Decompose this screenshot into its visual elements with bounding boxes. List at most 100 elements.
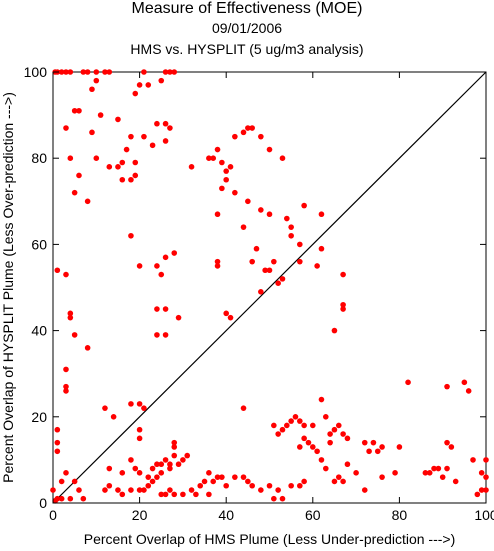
data-point — [310, 444, 316, 450]
data-point — [158, 271, 165, 278]
data-point — [136, 435, 143, 442]
data-point — [288, 224, 294, 230]
data-point — [301, 478, 307, 485]
data-point — [136, 401, 143, 407]
data-point — [227, 314, 234, 321]
data-point — [214, 474, 221, 480]
data-point — [314, 263, 320, 269]
data-point — [297, 241, 303, 248]
data-point — [314, 448, 320, 455]
data-point — [297, 418, 303, 424]
data-point — [275, 487, 281, 493]
data-point — [119, 176, 126, 183]
data-point — [361, 439, 368, 446]
data-point — [67, 310, 74, 317]
data-point — [136, 426, 143, 433]
data-point — [318, 396, 325, 403]
data-point — [97, 112, 104, 118]
data-point — [223, 176, 229, 183]
data-point — [483, 487, 489, 493]
data-point — [219, 159, 225, 166]
data-point — [175, 461, 182, 468]
data-point — [63, 383, 69, 390]
data-point — [67, 495, 74, 502]
data-point — [141, 133, 147, 140]
data-point — [63, 470, 69, 476]
data-point — [301, 422, 307, 429]
data-point — [240, 474, 247, 480]
data-point — [439, 474, 446, 480]
data-point — [89, 86, 95, 93]
data-point — [214, 258, 221, 265]
data-point — [344, 435, 351, 442]
data-point — [84, 345, 91, 351]
data-point — [180, 457, 186, 463]
data-point — [154, 332, 160, 338]
data-point — [171, 452, 178, 459]
data-point — [245, 198, 251, 205]
data-point — [154, 263, 160, 269]
x-tick-label: 40 — [218, 507, 234, 523]
data-point — [63, 125, 69, 131]
data-point — [271, 258, 277, 265]
data-point — [266, 146, 273, 153]
data-point — [483, 474, 489, 480]
data-point — [141, 405, 147, 411]
data-point — [136, 263, 143, 269]
x-tick-label: 80 — [392, 507, 408, 523]
data-point — [93, 155, 100, 161]
data-point — [80, 495, 87, 502]
data-point — [115, 164, 121, 170]
data-point — [162, 254, 169, 261]
data-point — [171, 69, 178, 75]
chart-date: 09/01/2006 — [211, 20, 283, 36]
data-point — [249, 482, 255, 489]
data-point — [162, 69, 169, 75]
data-point — [288, 418, 294, 424]
chart-title: Measure of Effectiveness (MOE) — [131, 0, 363, 17]
diagonal-reference-line — [52, 71, 487, 504]
data-point — [145, 474, 152, 480]
data-point — [284, 215, 290, 222]
data-point — [340, 306, 346, 312]
data-point — [132, 90, 139, 97]
data-point — [167, 487, 173, 493]
data-point — [210, 155, 217, 161]
x-axis-ticks: 0 20 40 60 80 100 — [49, 72, 494, 523]
data-point — [227, 164, 234, 170]
data-point — [106, 69, 113, 75]
data-point — [63, 366, 69, 373]
data-point — [232, 189, 238, 196]
data-point — [132, 159, 139, 166]
data-point — [167, 461, 173, 468]
data-point — [167, 125, 173, 131]
data-point — [76, 107, 82, 114]
data-point — [331, 426, 338, 433]
data-point — [448, 444, 455, 450]
data-point — [288, 482, 294, 489]
data-point — [431, 465, 437, 472]
y-axis-ticks: 0 20 40 60 80 100 — [24, 64, 486, 511]
data-point — [67, 69, 74, 75]
data-point — [154, 474, 160, 480]
data-point — [284, 422, 290, 429]
data-points — [50, 69, 489, 504]
data-point — [71, 478, 78, 485]
data-point — [223, 168, 229, 174]
data-point — [266, 211, 273, 218]
data-point — [158, 470, 165, 476]
data-point — [279, 426, 286, 433]
data-point — [392, 470, 398, 476]
data-point — [478, 470, 485, 476]
data-point — [331, 327, 338, 334]
data-point — [128, 457, 134, 463]
data-point — [106, 482, 113, 489]
data-point — [197, 482, 204, 489]
data-point — [63, 271, 69, 278]
data-point — [444, 439, 450, 446]
data-point — [240, 129, 247, 136]
data-point — [206, 470, 212, 476]
data-point — [54, 495, 61, 502]
data-point — [76, 487, 82, 493]
data-point — [461, 379, 468, 386]
